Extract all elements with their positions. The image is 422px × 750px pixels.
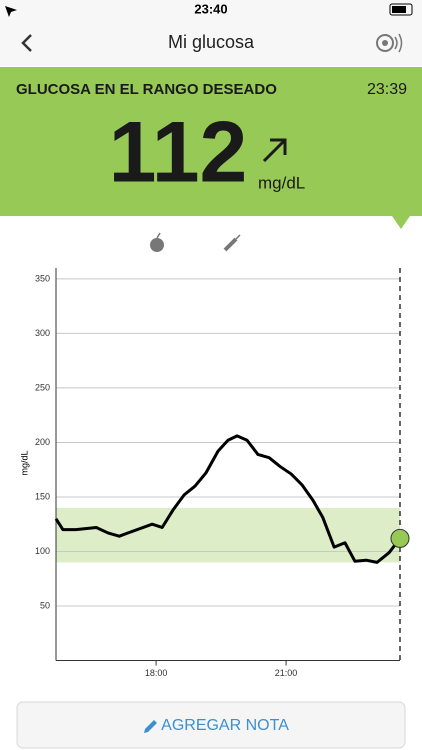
target-range bbox=[56, 507, 400, 563]
y-tick-label: 250 bbox=[35, 382, 50, 392]
y-tick-label: 300 bbox=[35, 328, 50, 338]
sensor-icon[interactable] bbox=[376, 33, 403, 53]
glucose-unit: mg/dL bbox=[258, 173, 305, 192]
top-bar bbox=[0, 0, 422, 66]
glucose-banner bbox=[0, 67, 422, 216]
add-note-label: AGREGAR NOTA bbox=[161, 717, 289, 734]
insulin-icon bbox=[223, 234, 241, 252]
y-tick-label: 200 bbox=[35, 437, 50, 447]
status-time: 23:40 bbox=[194, 1, 227, 16]
banner-status: GLUCOSA EN EL RANGO DESEADO bbox=[16, 81, 277, 98]
trend-arrow bbox=[262, 138, 287, 163]
glucose-value: 112 bbox=[109, 105, 248, 201]
battery-level bbox=[392, 6, 406, 13]
y-tick-label: 350 bbox=[35, 273, 50, 283]
x-tick-label: 21:00 bbox=[275, 668, 298, 678]
y-axis-label: mg/dL bbox=[19, 450, 29, 475]
x-tick-label: 18:00 bbox=[145, 668, 168, 678]
glucose-line bbox=[54, 434, 402, 564]
back-button[interactable] bbox=[21, 34, 32, 52]
y-tick-label: 100 bbox=[35, 546, 50, 556]
battery-icon bbox=[389, 3, 413, 16]
banner-time: 23:39 bbox=[367, 81, 407, 98]
y-tick-label: 50 bbox=[40, 600, 50, 610]
airplane-icon bbox=[5, 6, 17, 17]
pencil-icon bbox=[144, 720, 157, 733]
nav-title: Mi glucosa bbox=[168, 32, 255, 52]
food-icon bbox=[150, 232, 164, 252]
add-note-button[interactable] bbox=[16, 701, 406, 749]
current-reading-marker bbox=[390, 528, 410, 548]
y-tick-label: 150 bbox=[35, 491, 50, 501]
banner-pointer bbox=[392, 216, 410, 229]
